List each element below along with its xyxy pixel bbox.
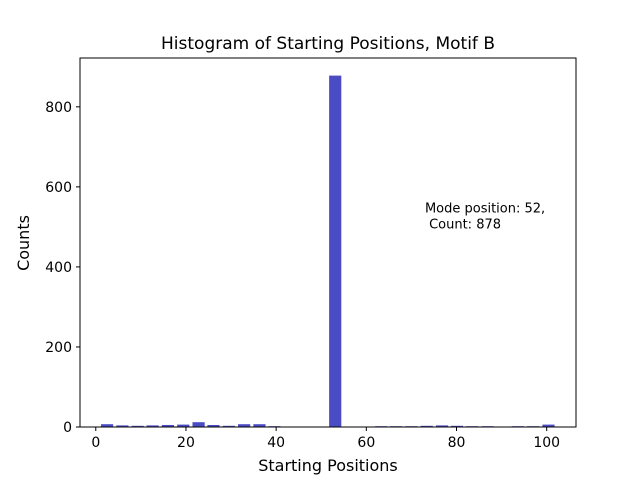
mode-annotation-line: Mode position: 52,	[425, 201, 545, 216]
histogram-bar-1	[116, 425, 129, 427]
x-tick-label: 40	[267, 435, 285, 451]
mode-annotation-line: Count: 878	[425, 217, 501, 232]
histogram-bar-23	[542, 424, 555, 427]
x-tick-label: 0	[91, 435, 100, 451]
y-tick-label: 400	[45, 260, 72, 276]
histogram-bar-10	[253, 424, 266, 427]
histogram-bar-12	[329, 75, 342, 427]
y-tick-label: 200	[45, 340, 72, 356]
histogram-bar-17	[435, 425, 449, 427]
histogram-bar-18	[450, 425, 464, 427]
mode-annotation: Mode position: 52, Count: 878	[425, 201, 545, 232]
histogram-bar-4	[161, 424, 175, 427]
bars-group	[100, 75, 555, 427]
histogram-bar-5	[177, 424, 190, 427]
histogram-bar-6	[192, 422, 205, 427]
x-tick-label: 60	[357, 435, 375, 451]
histogram-bar-0	[100, 424, 114, 427]
axes-frame	[79, 57, 577, 428]
y-tick-label: 800	[45, 100, 72, 116]
x-tick-label: 80	[448, 435, 466, 451]
histogram-bar-7	[207, 424, 220, 427]
y-tick-label: 600	[45, 180, 72, 196]
y-axis-ticks: 0 200 400 600 800	[45, 100, 80, 436]
x-tick-label: 100	[533, 435, 560, 451]
histogram-bar-3	[146, 425, 159, 427]
chart-title: Histogram of Starting Positions, Motif B	[161, 34, 495, 54]
x-axis-ticks: 0 20 40 60 80 100	[91, 427, 560, 451]
x-axis-label: Starting Positions	[258, 456, 398, 475]
histogram-bar-2	[131, 425, 144, 427]
y-tick-label: 0	[63, 420, 72, 436]
histogram-bar-9	[238, 424, 251, 427]
x-tick-label: 20	[177, 435, 195, 451]
histogram-bar-16	[420, 425, 433, 427]
y-axis-label: Counts	[14, 215, 33, 271]
histogram-bar-8	[222, 425, 235, 427]
